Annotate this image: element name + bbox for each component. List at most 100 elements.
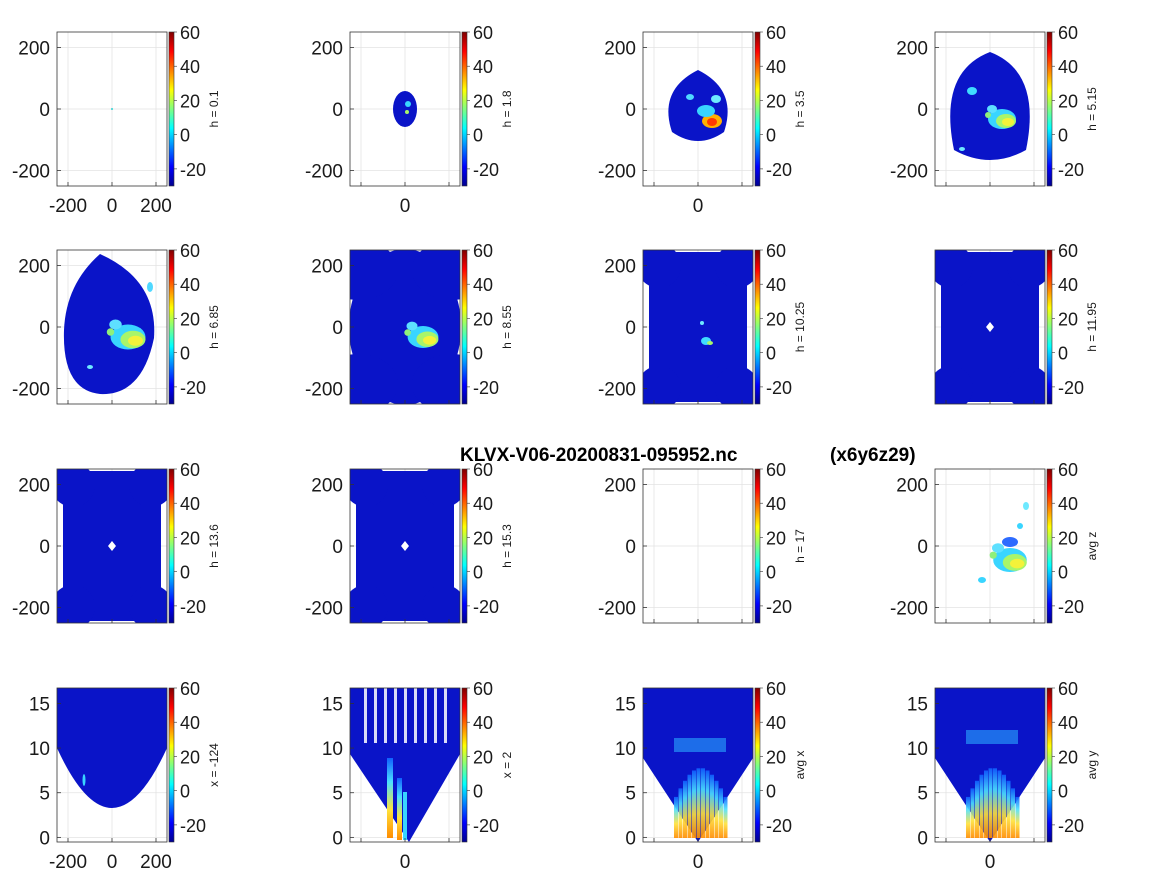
echo-cell	[1017, 523, 1023, 529]
echo-region	[643, 688, 753, 842]
colorbar	[755, 688, 760, 842]
y-tick-label: 5	[917, 784, 928, 805]
colorbar-frame	[1046, 687, 1053, 843]
colorbar-tick-label: 20	[766, 309, 786, 329]
x-tick-label: 0	[400, 196, 411, 217]
echo-cell	[82, 774, 86, 786]
panel-label: h = 5.15	[1085, 87, 1099, 131]
y-tick-label: 200	[18, 256, 50, 277]
echo-gap	[424, 688, 427, 743]
colorbar-tick-label: 0	[1058, 126, 1068, 146]
colorbar-tick-label: 60	[766, 679, 786, 699]
colorbar	[462, 688, 467, 842]
echo-cell	[711, 95, 721, 103]
echo-region	[935, 688, 1045, 842]
y-tick-label: 0	[917, 100, 928, 121]
colorbar	[462, 469, 467, 623]
echo-column	[397, 778, 402, 840]
echo-cell	[985, 112, 991, 118]
y-tick-label: 0	[625, 537, 636, 558]
echo-field	[668, 70, 728, 141]
y-tick-label: 0	[332, 828, 343, 849]
colorbar	[169, 688, 174, 842]
echo-field	[111, 108, 113, 110]
colorbar	[1047, 32, 1052, 186]
colorbar-tick-label: -20	[766, 597, 792, 617]
colorbar-tick-label: 20	[1058, 747, 1078, 767]
colorbar-tick-label: 0	[766, 344, 776, 364]
echo-field	[350, 688, 460, 842]
echo-region	[643, 250, 681, 288]
echo-cell	[1002, 118, 1014, 126]
colorbar-tick-label: 40	[766, 57, 786, 77]
colorbar-tick-label: -20	[473, 160, 499, 180]
colorbar-tick-label: 40	[766, 713, 786, 733]
colorbar-tick-label: -20	[1058, 378, 1084, 398]
colorbar-tick-label: -20	[1058, 816, 1084, 836]
y-tick-label: 0	[39, 828, 50, 849]
y-tick-label: 200	[18, 38, 50, 59]
echo-cell	[87, 365, 93, 369]
echo-region	[1007, 366, 1045, 404]
colorbar-tick-label: 20	[766, 91, 786, 111]
echo-region	[422, 469, 460, 507]
y-tick-label: 200	[18, 475, 50, 496]
echo-region	[412, 250, 460, 300]
colorbar-tick-label: 0	[180, 126, 190, 146]
colorbar-frame	[754, 468, 761, 624]
echo-hole	[986, 322, 994, 332]
echo-gap	[404, 688, 407, 743]
echo-cell	[1023, 502, 1029, 510]
colorbar	[169, 32, 174, 186]
echo-gap	[434, 688, 437, 743]
colorbar-tick-label: 60	[473, 23, 493, 43]
y-tick-label: 200	[604, 38, 636, 59]
colorbar-tick-label: -20	[180, 378, 206, 398]
colorbar-tick-label: 60	[180, 241, 200, 261]
colorbar-tick-label: 60	[766, 460, 786, 480]
echo-region	[63, 254, 155, 395]
y-tick-label: 15	[322, 694, 343, 715]
echo-column	[970, 788, 975, 838]
colorbar-tick-label: 60	[766, 23, 786, 43]
echo-gap	[394, 688, 397, 743]
echo-column	[705, 770, 710, 838]
colorbar-tick-label: 20	[180, 309, 200, 329]
echo-region	[57, 585, 95, 623]
echo-hole	[108, 541, 116, 551]
echo-cell	[707, 341, 713, 345]
y-tick-label: -200	[890, 162, 928, 183]
colorbar-tick-label: 0	[473, 563, 483, 583]
echo-region	[935, 250, 973, 288]
y-tick-label: 15	[615, 694, 636, 715]
colorbar-tick-label: -20	[180, 597, 206, 617]
y-tick-label: 15	[29, 694, 50, 715]
y-tick-label: 200	[604, 475, 636, 496]
echo-column	[692, 770, 696, 838]
colorbar-tick-label: 0	[473, 782, 483, 802]
colorbar	[1047, 469, 1052, 623]
y-tick-label: -200	[890, 599, 928, 620]
echo-field	[57, 688, 167, 808]
panel-label: avg y	[1085, 751, 1099, 780]
colorbar-tick-label: 40	[766, 494, 786, 514]
echo-field	[350, 250, 460, 404]
y-tick-label: 0	[917, 537, 928, 558]
echo-cell	[405, 110, 409, 114]
colorbar-tick-label: 20	[180, 91, 200, 111]
colorbar-frame	[754, 31, 761, 187]
echo-field	[350, 469, 460, 623]
colorbar	[462, 32, 467, 186]
colorbar-tick-label: 60	[1058, 23, 1078, 43]
figure-subtitle: (x6y6z29)	[830, 445, 916, 466]
colorbar-tick-label: 60	[473, 679, 493, 699]
colorbar-frame	[168, 249, 175, 405]
echo-gap	[364, 688, 367, 743]
